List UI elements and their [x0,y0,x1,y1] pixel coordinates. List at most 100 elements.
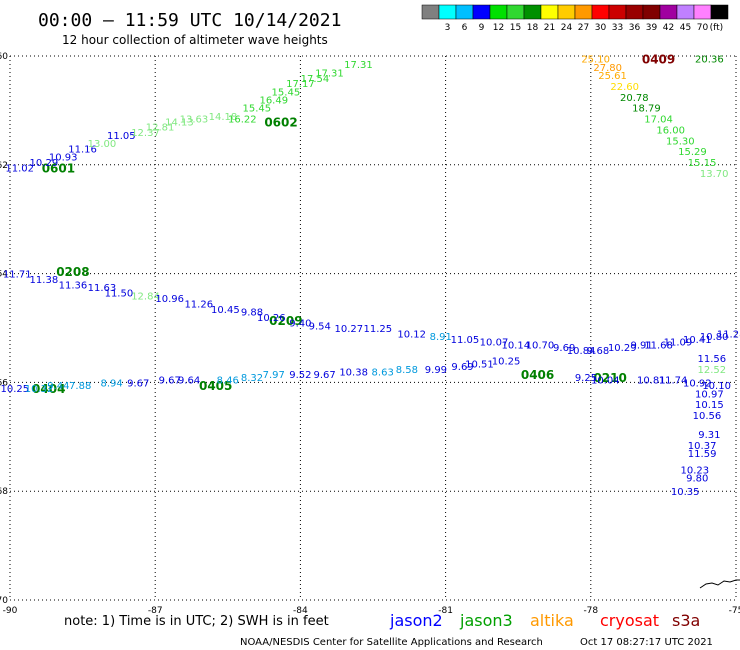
wave-height-label: 9.67 [127,378,149,389]
chart-subtitle: 12 hour collection of altimeter wave hei… [62,33,328,47]
wave-height-label: 9.69 [451,362,473,373]
wave-height-label: 25.61 [598,71,627,82]
colorbar-legend: 3 6 9 12 15 18 21 24 27 30 33 36 39 42 45 70 (ft) [421,4,729,33]
wave-height-label: 10.14 [501,340,530,351]
wave-height-label: 9.44 [47,381,69,392]
wave-height-points: 11.0210.2910.9311.1613.0011.0512.3712.81… [1,55,740,498]
satellite-legend-jason3: jason3 [459,611,513,630]
wave-height-label: 10.15 [695,400,724,411]
pass-time-label: 0210 [593,371,626,385]
wave-height-label: 9.64 [178,376,200,387]
wave-height-label: 15.15 [688,158,717,169]
wave-height-label: 11.26 [184,300,213,311]
footer-credit: NOAA/NESDIS Center for Satellite Applica… [240,637,543,648]
x-tick-label: -87 [148,606,163,616]
wave-height-label: 10.07 [480,338,509,349]
coastline-outline [699,579,740,589]
wave-height-label: 8.46 [217,376,239,387]
colorbar-swatch [438,4,457,20]
wave-height-label: 20.36 [695,55,724,66]
wave-height-label: 18.79 [632,104,661,115]
wave-height-label: 14.13 [165,117,194,128]
colorbar-swatch [608,4,627,20]
wave-height-label: 11.16 [68,144,97,155]
wave-height-label: 10.45 [211,305,240,316]
wave-height-label: 17.31 [315,68,344,79]
wave-height-label: 9.25 [575,373,597,384]
wave-height-label: 11.36 [59,280,88,291]
colorbar-label: 3 [445,23,451,33]
footer-timestamp: Oct 17 08:27:17 UTC 2021 [580,637,713,648]
wave-height-label: 10.56 [693,411,722,422]
wave-height-label: 8.32 [241,373,263,384]
wave-height-label: 10.25 [492,357,521,368]
wave-height-label: 10.25 [1,384,30,395]
colorbar-swatch [557,4,576,20]
wave-height-label: 22.60 [610,82,639,93]
wave-height-label: 10.96 [155,294,184,305]
wave-height-label: 12.37 [131,128,160,139]
wave-height-label: 9.68 [587,346,609,357]
wave-height-label: 10.10 [702,381,731,392]
colorbar-label: 27 [578,23,589,33]
wave-height-label: 25.10 [581,55,610,66]
wave-height-label: 12.81 [146,123,175,134]
plot-area: -90 -87 -84 -81 -78 -75 -60 -62 -64 -66 -68 -70 060… [0,52,740,616]
wave-height-label: 11.63 [88,283,117,294]
colorbar-swatch [472,4,491,20]
y-tick-label: -68 [0,487,8,497]
wave-height-label: 10.35 [671,487,700,498]
colorbar-swatch [489,4,508,20]
satellite-legend-cryosat: cryosat [600,611,659,630]
wave-height-label: 10.41 [683,335,712,346]
satellite-legend: jason2 jason3 altika cryosat s3a [389,611,700,630]
colorbar-swatch [659,4,678,20]
wave-height-label: 10.97 [695,389,724,400]
colorbar-label: 12 [493,23,504,33]
pass-time-label: 0209 [269,314,302,328]
wave-height-label: 13.63 [180,115,209,126]
colorbar-label: 70 [697,23,709,33]
colorbar-swatch [642,4,661,20]
wave-height-label: 10.29 [608,343,637,354]
wave-height-label: 8.63 [372,368,394,379]
colorbar-label: 24 [561,23,573,33]
wave-height-label: 7.97 [263,370,285,381]
wave-height-label: 10.84 [567,346,596,357]
wave-height-label: 10.04 [591,376,620,387]
wave-height-label: 10.23 [681,465,710,476]
wave-height-label: 7.88 [69,381,91,392]
wave-height-label: 12.84 [131,291,160,302]
wave-height-label: 14.18 [209,112,238,123]
wave-height-label: 11.09 [664,338,693,349]
pass-labels: 0601 0602 0208 0209 0404 0405 0406 0210 0409 [32,53,675,396]
colorbar-label: 9 [479,23,485,33]
wave-height-label: 10.51 [465,359,494,370]
wave-height-label: 8.58 [396,365,418,376]
colorbar-swatch [523,4,542,20]
x-tick-label: -90 [3,606,18,616]
wave-height-label: 11.25 [364,324,393,335]
y-tick-label: -66 [0,378,8,388]
colorbar-label: 39 [646,23,658,33]
wave-height-label: 11.50 [105,289,134,300]
wave-height-label: 11.28 [717,329,740,340]
wave-height-label: 10.38 [339,368,368,379]
wave-height-label: 11.74 [659,376,688,387]
colorbar-swatch [540,4,559,20]
wave-height-label: 15.45 [243,104,272,115]
satellite-legend-s3a: s3a [672,611,700,630]
wave-height-label: 8.91 [430,332,452,343]
wave-height-label: 10.70 [526,340,555,351]
wave-height-label: 11.59 [688,449,717,460]
wave-height-label: 13.00 [88,139,117,150]
wave-height-label: 9.52 [289,370,311,381]
wave-height-label: 10.92 [683,378,712,389]
note-text: note: 1) Time is in UTC; 2) SWH is in fe… [64,614,329,629]
wave-height-label: 13.70 [700,169,729,180]
colorbar-label: 30 [595,23,607,33]
wave-height-label: 9.54 [309,321,331,332]
wave-height-label: 17.54 [301,74,330,85]
colorbar-swatch [625,4,644,20]
chart-title: 00:00 – 11:59 UTC 10/14/2021 [38,10,341,31]
